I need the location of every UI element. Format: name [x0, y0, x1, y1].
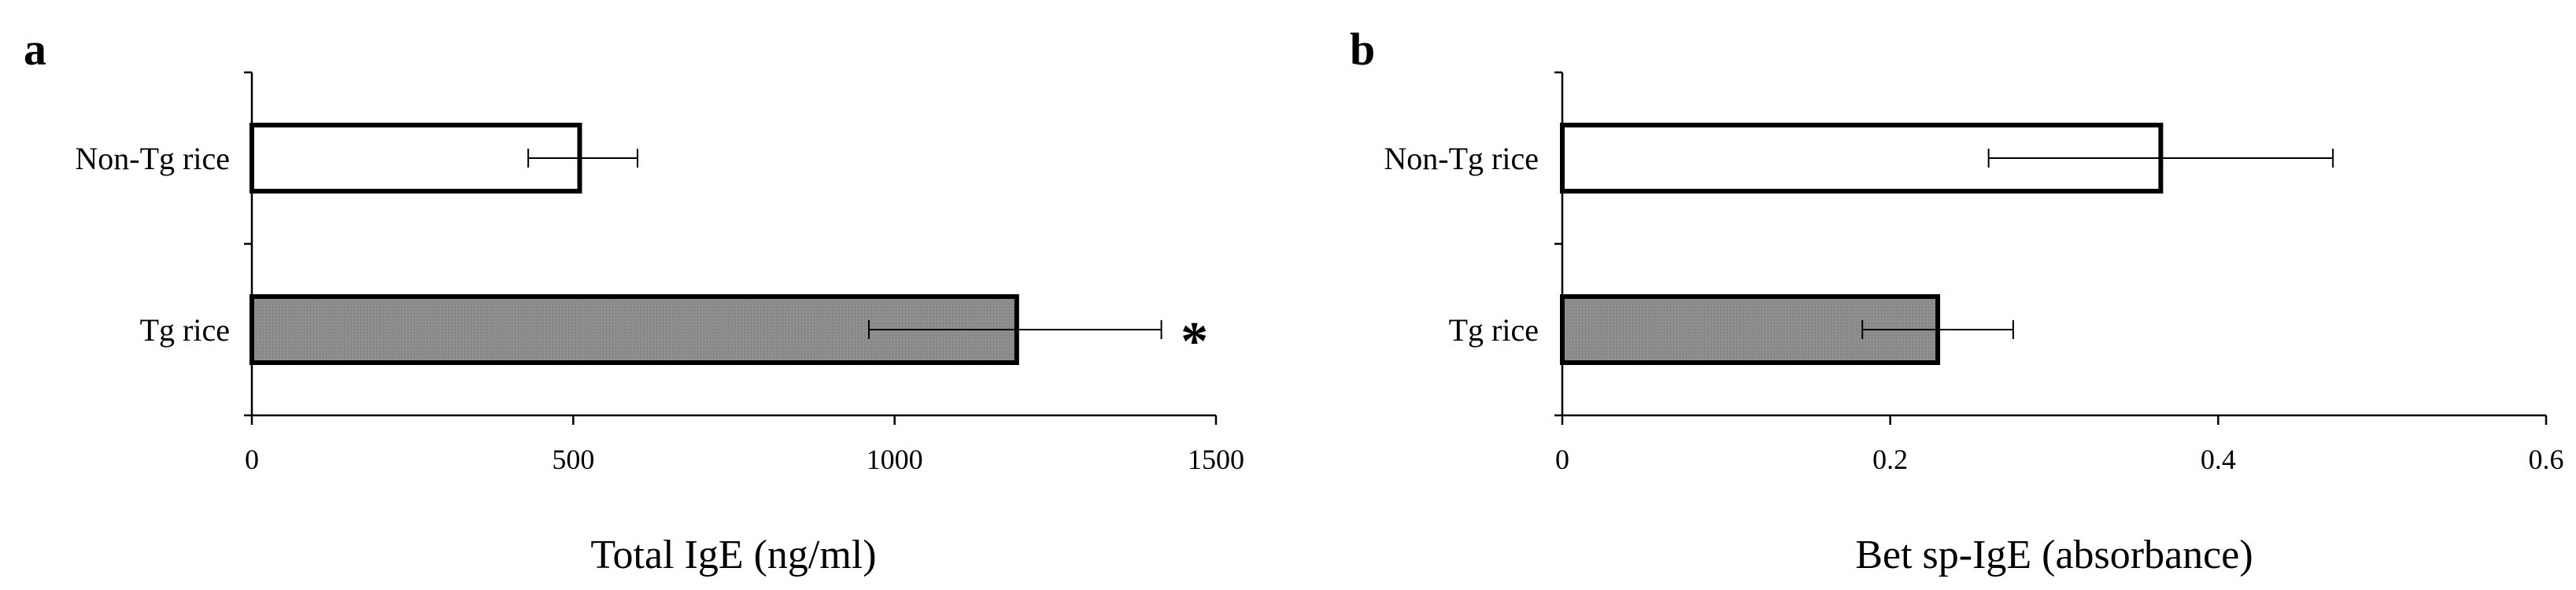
x-tick-label: 0: [1555, 444, 1569, 475]
x-tick-label: 0.4: [2201, 444, 2236, 475]
category-label: Non-Tg rice: [75, 141, 230, 176]
x-tick-label: 500: [552, 444, 594, 475]
x-tick-label: 0: [245, 444, 259, 475]
category-label: Tg rice: [1449, 312, 1539, 348]
x-tick-label: 0.2: [1872, 444, 1908, 475]
x-tick-label: 1500: [1188, 444, 1244, 475]
panel-label: a: [24, 24, 46, 75]
category-label: Tg rice: [140, 312, 230, 348]
x-tick-label: 0.6: [2529, 444, 2564, 475]
chart-panel-a: a 0 500 1000 1500 Non-Tg rice Tg rice * Total Ig…: [24, 24, 1244, 577]
x-tick-label: 1000: [867, 444, 923, 475]
significance-marker: *: [1181, 312, 1208, 372]
chart-panel-b: b 0 0.2 0.4 0.6 Non-Tg rice Tg rice Bet sp-IgE …: [1350, 24, 2564, 577]
panel-label: b: [1350, 24, 1375, 75]
x-axis-title: Total IgE (ng/ml): [590, 533, 876, 577]
category-label: Non-Tg rice: [1384, 141, 1539, 176]
x-axis-title: Bet sp-IgE (absorbance): [1855, 533, 2253, 577]
